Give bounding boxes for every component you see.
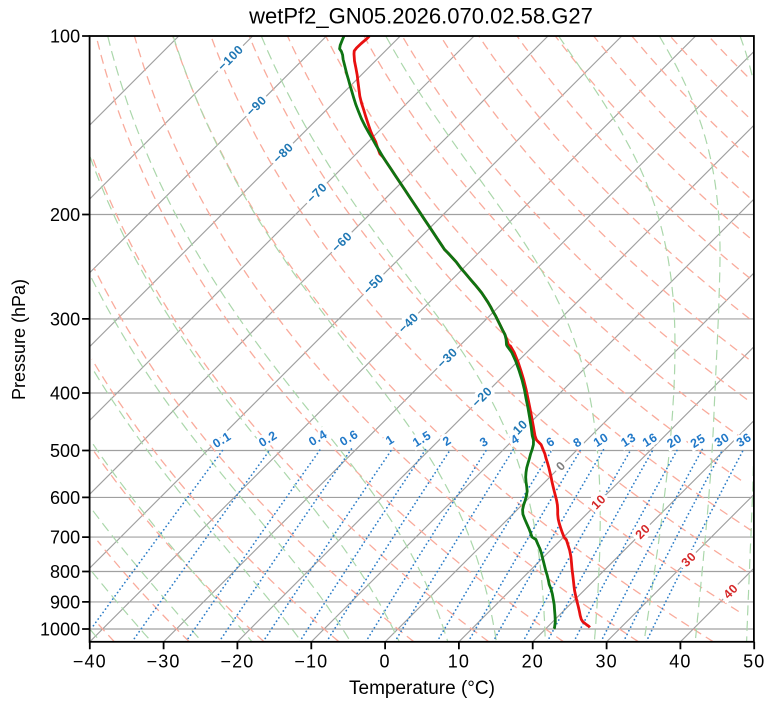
svg-text:600: 600	[50, 488, 80, 508]
svg-text:wetPf2_GN05.2026.070.02.58.G27: wetPf2_GN05.2026.070.02.58.G27	[248, 4, 593, 29]
svg-text:200: 200	[50, 205, 80, 225]
svg-text:100: 100	[50, 27, 80, 47]
svg-text:−40: −40	[73, 651, 107, 671]
svg-text:400: 400	[50, 384, 80, 404]
svg-text:10: 10	[448, 651, 470, 671]
svg-text:20: 20	[522, 651, 544, 671]
svg-text:1000: 1000	[40, 620, 80, 640]
svg-text:0: 0	[380, 651, 391, 671]
svg-text:30: 30	[595, 651, 617, 671]
svg-text:500: 500	[50, 441, 80, 461]
svg-text:40: 40	[669, 651, 691, 671]
svg-text:50: 50	[743, 651, 765, 671]
svg-text:900: 900	[50, 592, 80, 612]
svg-text:Temperature (°C): Temperature (°C)	[349, 678, 495, 699]
svg-text:300: 300	[50, 309, 80, 329]
svg-text:−30: −30	[147, 651, 181, 671]
svg-text:700: 700	[50, 528, 80, 548]
svg-text:−20: −20	[220, 651, 254, 671]
svg-text:−10: −10	[294, 651, 328, 671]
svg-text:Pressure (hPa): Pressure (hPa)	[9, 279, 29, 400]
svg-text:800: 800	[50, 562, 80, 582]
